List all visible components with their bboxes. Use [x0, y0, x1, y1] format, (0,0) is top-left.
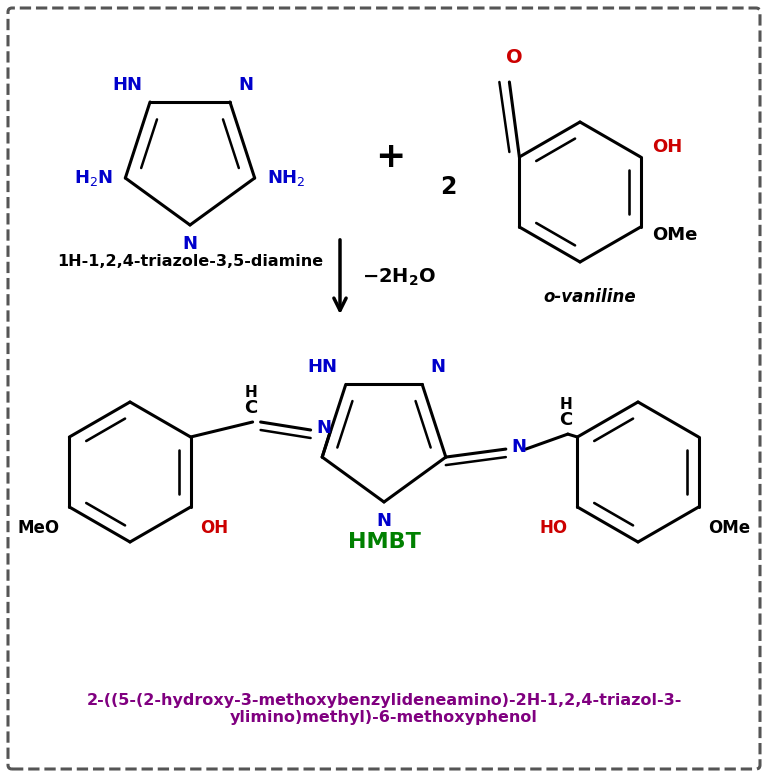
Text: HN: HN	[112, 76, 142, 94]
Text: 2-((5-(2-hydroxy-3-methoxybenzylideneamino)-2H-1,2,4-triazol-3-
ylimino)methyl)-: 2-((5-(2-hydroxy-3-methoxybenzylideneami…	[86, 693, 682, 725]
Text: O: O	[506, 48, 523, 67]
Text: H: H	[559, 397, 572, 412]
Text: MeO: MeO	[17, 519, 59, 537]
Text: HN: HN	[308, 358, 338, 376]
Text: H: H	[244, 385, 257, 400]
Text: N: N	[430, 358, 445, 376]
Text: HMBT: HMBT	[348, 532, 420, 552]
Text: OH: OH	[200, 519, 229, 537]
Text: 1H-1,2,4-triazole-3,5-diamine: 1H-1,2,4-triazole-3,5-diamine	[57, 255, 323, 270]
Text: N: N	[316, 419, 332, 437]
Text: N: N	[511, 438, 527, 456]
Text: C: C	[244, 399, 257, 417]
Text: N: N	[376, 512, 392, 530]
Text: OMe: OMe	[653, 226, 698, 244]
Text: OMe: OMe	[709, 519, 751, 537]
Text: OH: OH	[653, 138, 683, 156]
Text: NH$_2$: NH$_2$	[266, 168, 305, 188]
Text: HO: HO	[539, 519, 568, 537]
Text: H$_2$N: H$_2$N	[74, 168, 114, 188]
Text: o-vaniline: o-vaniline	[544, 288, 637, 306]
Text: +: +	[375, 140, 406, 174]
Text: 2: 2	[440, 175, 456, 199]
Text: $\mathbf{-2H_2O}$: $\mathbf{-2H_2O}$	[362, 267, 436, 287]
Text: N: N	[238, 76, 253, 94]
Text: C: C	[559, 411, 572, 429]
Text: N: N	[183, 235, 197, 253]
